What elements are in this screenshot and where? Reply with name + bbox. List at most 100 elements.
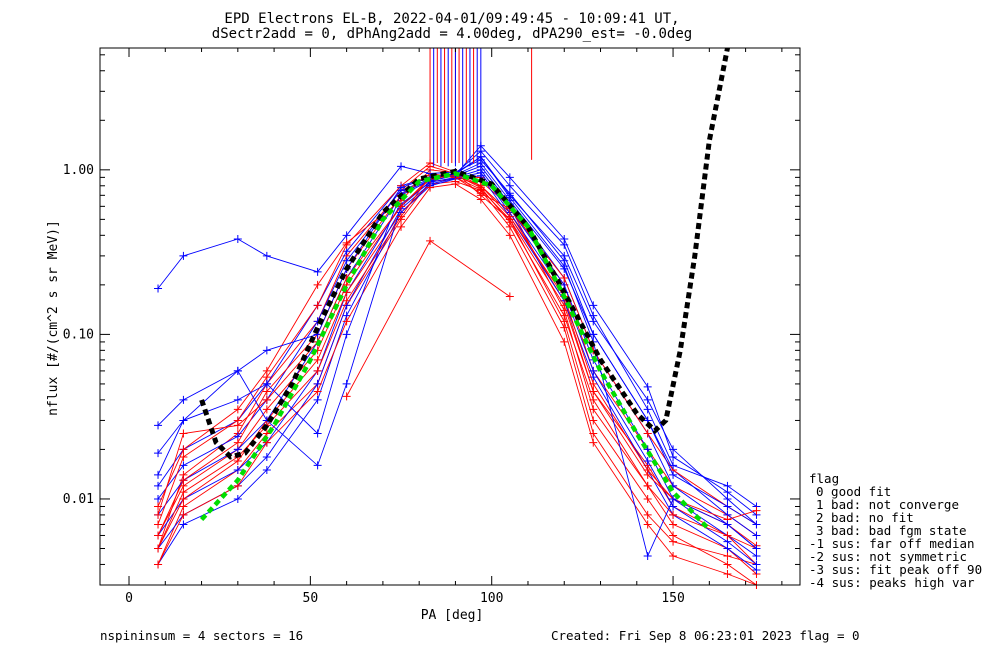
red-spectrum-point xyxy=(589,405,598,414)
red-spectrum-line xyxy=(157,176,757,575)
red-spectrum-point xyxy=(233,421,242,430)
red-spectrum-point xyxy=(643,429,652,438)
legend-entry: 2 bad: no fit xyxy=(816,510,914,525)
y-tick-label: 0.10 xyxy=(63,327,94,342)
blue-spectrum-line xyxy=(157,169,757,557)
red-spectrum-point xyxy=(560,323,569,332)
blue-spectrum-point xyxy=(752,552,761,561)
blue-spectrum-point xyxy=(643,395,652,404)
red-spectrum-point xyxy=(179,476,188,485)
blue-spectrum-point xyxy=(262,346,271,355)
red-spectrum-point xyxy=(426,183,435,192)
x-tick-label: 150 xyxy=(661,591,684,606)
red-spectrum-point xyxy=(476,185,485,194)
blue-spectrum-point xyxy=(154,494,163,503)
red-spectrum-point xyxy=(723,531,732,540)
legend-entry: -3 sus: fit peak off 90 xyxy=(809,562,982,577)
red-spectrum-point xyxy=(313,301,322,310)
red-spectrum-point xyxy=(262,395,271,404)
blue-spectrum-line xyxy=(157,156,757,525)
blue-spectrum-point xyxy=(669,502,678,511)
x-tick-label: 0 xyxy=(125,591,133,606)
median-fit-curve xyxy=(199,171,711,532)
blue-spectrum-point xyxy=(669,494,678,503)
blue-spectrum-point xyxy=(233,465,242,474)
blue-spectrum-point xyxy=(723,502,732,511)
blue-spectrum-point xyxy=(179,520,188,529)
blue-spectrum-point xyxy=(313,429,322,438)
x-tick-label: 50 xyxy=(303,591,319,606)
legend-entry: 0 good fit xyxy=(816,484,891,499)
red-spectrum-point xyxy=(179,429,188,438)
red-spectrum-point xyxy=(560,337,569,346)
red-spectrum-point xyxy=(179,452,188,461)
red-spectrum-line xyxy=(157,162,757,586)
red-spectrum-point xyxy=(560,311,569,320)
blue-spectrum-point xyxy=(179,395,188,404)
blue-spectrum-point xyxy=(752,544,761,553)
red-spectrum-point xyxy=(643,520,652,529)
blue-spectrum-point xyxy=(342,330,351,339)
red-spectrum-point xyxy=(589,416,598,425)
red-outlier-point xyxy=(342,392,351,401)
red-spectrum-point xyxy=(154,531,163,540)
red-spectrum-point xyxy=(643,470,652,479)
legend: flag 0 good fit 1 bad: not converge 2 ba… xyxy=(809,471,982,590)
blue-spectrum-point xyxy=(342,256,351,265)
legend-entry: -2 sus: not symmetric xyxy=(809,549,967,564)
blue-spectrum-point xyxy=(179,416,188,425)
full-fit-curve xyxy=(199,47,730,460)
red-spectrum-point xyxy=(179,510,188,519)
y-tick-label: 0.01 xyxy=(63,492,94,507)
blue-spectrum-point xyxy=(262,465,271,474)
red-spectrum-point xyxy=(233,405,242,414)
blue-spectrum-line xyxy=(157,159,757,525)
blue-spectrum-point xyxy=(154,449,163,458)
blue-spectrum-point xyxy=(723,481,732,490)
series-layer xyxy=(154,48,761,589)
blue-spectrum-point xyxy=(505,181,514,190)
red-spectrum-point xyxy=(723,560,732,569)
red-spectrum-point xyxy=(154,510,163,519)
footer-spin-info: nspininsum = 4 sectors = 16 xyxy=(100,628,303,643)
red-spectrum-point xyxy=(397,222,406,231)
blue-spectrum-point xyxy=(154,421,163,430)
blue-spectrum-point xyxy=(643,552,652,561)
blue-spectrum-point xyxy=(643,457,652,466)
red-spectrum-point xyxy=(752,506,761,515)
red-spectrum-point xyxy=(313,366,322,375)
red-spectrum-point xyxy=(589,387,598,396)
blue-spectrum-point xyxy=(262,251,271,260)
y-tick-label: 1.00 xyxy=(63,163,94,178)
blue-spectrum-point xyxy=(643,405,652,414)
y-axis-label: nflux [#/(cm^2 s sr MeV)] xyxy=(46,220,61,416)
red-spectrum-line xyxy=(157,175,757,565)
blue-spectrum-line xyxy=(157,145,757,516)
legend-entry: -4 sus: peaks high var xyxy=(809,575,975,590)
blue-spectrum-line xyxy=(157,175,757,571)
blue-spectrum-point xyxy=(179,461,188,470)
red-outlier-point xyxy=(505,292,514,301)
red-outlier-line xyxy=(346,240,511,397)
red-spectrum-point xyxy=(723,552,732,561)
red-spectrum-point xyxy=(560,274,569,283)
chart-title-line2: dSectr2add = 0, dPhAng2add = 4.00deg, dP… xyxy=(212,26,692,42)
red-spectrum-point xyxy=(723,569,732,578)
blue-spectrum-line xyxy=(157,172,757,565)
red-spectrum-point xyxy=(669,510,678,519)
red-spectrum-point xyxy=(154,544,163,553)
red-spectrum-point xyxy=(262,429,271,438)
blue-spectrum-point xyxy=(723,544,732,553)
blue-spectrum-point xyxy=(233,366,242,375)
red-spectrum-line xyxy=(157,175,757,549)
red-spectrum-point xyxy=(669,552,678,561)
legend-entry: 1 bad: not converge xyxy=(816,497,959,512)
x-tick-label: 100 xyxy=(480,591,503,606)
blue-spectrum-point xyxy=(669,452,678,461)
red-spectrum-point xyxy=(342,238,351,247)
red-spectrum-line xyxy=(157,183,757,586)
red-spectrum-point xyxy=(262,405,271,414)
blue-spectrum-point xyxy=(752,520,761,529)
red-spectrum-point xyxy=(179,488,188,497)
